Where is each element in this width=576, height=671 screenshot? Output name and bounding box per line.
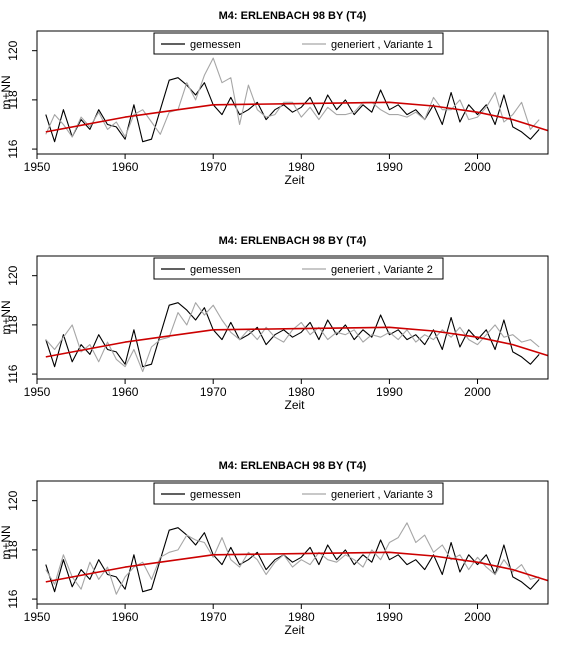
trend-line [45, 101, 549, 133]
series-line-1 [45, 527, 540, 593]
legend: gemessen generiert , Variante 3 [153, 482, 444, 505]
y-tick-label: 116 [6, 364, 20, 383]
legend-label-2: generiert , Variante 3 [331, 489, 433, 501]
x-tick-label: 1950 [24, 385, 51, 399]
y-tick-label: 120 [6, 40, 20, 60]
series-line-2 [45, 302, 540, 373]
y-tick-label: 120 [6, 265, 20, 285]
y-tick-label: 116 [6, 139, 20, 158]
legend: gemessen generiert , Variante 2 [153, 257, 444, 280]
x-tick-label: 1990 [376, 385, 403, 399]
y-axis-label: m+NN [0, 300, 13, 334]
plot-frame [36, 255, 549, 380]
x-tick-label: 2000 [464, 385, 491, 399]
series-line-2 [45, 522, 540, 595]
y-axis-label: m+NN [0, 75, 13, 109]
x-tick-label: 1960 [112, 160, 139, 174]
x-tick-label: 1990 [376, 160, 403, 174]
x-tick-label: 2000 [464, 610, 491, 624]
legend-label-1: gemessen [190, 489, 241, 501]
chart-title: M4: ERLENBACH 98 BY (T4) [219, 10, 367, 22]
series-line-1 [45, 77, 540, 143]
legend-label-1: gemessen [190, 264, 241, 276]
x-tick-label: 1980 [288, 610, 315, 624]
x-tick-label: 1970 [200, 385, 227, 399]
y-tick-label: 118 [6, 315, 20, 334]
x-tick-label: 1960 [112, 610, 139, 624]
legend-label-2: generiert , Variante 1 [331, 39, 433, 51]
trend-line [45, 326, 549, 358]
x-axis-label: Zeit [284, 623, 305, 637]
chart-panel-3: M4: ERLENBACH 98 BY (T4) 1950 1960 1970 1980… [0, 460, 549, 637]
legend-box [153, 32, 444, 55]
plot-frame [36, 480, 549, 605]
legend-label-1: gemessen [190, 39, 241, 51]
plot-frame [36, 30, 549, 155]
x-tick-label: 1970 [200, 610, 227, 624]
series-line-2 [45, 57, 540, 138]
x-tick-label: 1980 [288, 160, 315, 174]
y-tick-label: 116 [6, 589, 20, 608]
chart-title: M4: ERLENBACH 98 BY (T4) [219, 460, 367, 472]
legend-label-2: generiert , Variante 2 [331, 264, 433, 276]
x-tick-label: 1950 [24, 610, 51, 624]
y-tick-label: 118 [6, 540, 20, 559]
chart-panel-2: M4: ERLENBACH 98 BY (T4) 1950 1960 1970 1980… [0, 235, 549, 412]
trend-line [45, 551, 549, 583]
chart-title: M4: ERLENBACH 98 BY (T4) [219, 235, 367, 247]
x-tick-label: 1970 [200, 160, 227, 174]
x-tick-label: 1950 [24, 160, 51, 174]
legend-box [153, 257, 444, 280]
x-axis-label: Zeit [284, 398, 305, 412]
x-tick-label: 1980 [288, 385, 315, 399]
x-axis-label: Zeit [284, 173, 305, 187]
x-tick-label: 1960 [112, 385, 139, 399]
x-tick-label: 1990 [376, 610, 403, 624]
chart-panel-1: M4: ERLENBACH 98 BY (T4) 1950 1960 1970 1980… [0, 10, 549, 187]
y-axis-label: m+NN [0, 525, 13, 559]
y-tick-label: 118 [6, 90, 20, 109]
y-tick-label: 120 [6, 490, 20, 510]
x-tick-label: 2000 [464, 160, 491, 174]
legend-box [153, 482, 444, 505]
legend: gemessen generiert , Variante 1 [153, 32, 444, 55]
series-line-1 [45, 302, 540, 368]
